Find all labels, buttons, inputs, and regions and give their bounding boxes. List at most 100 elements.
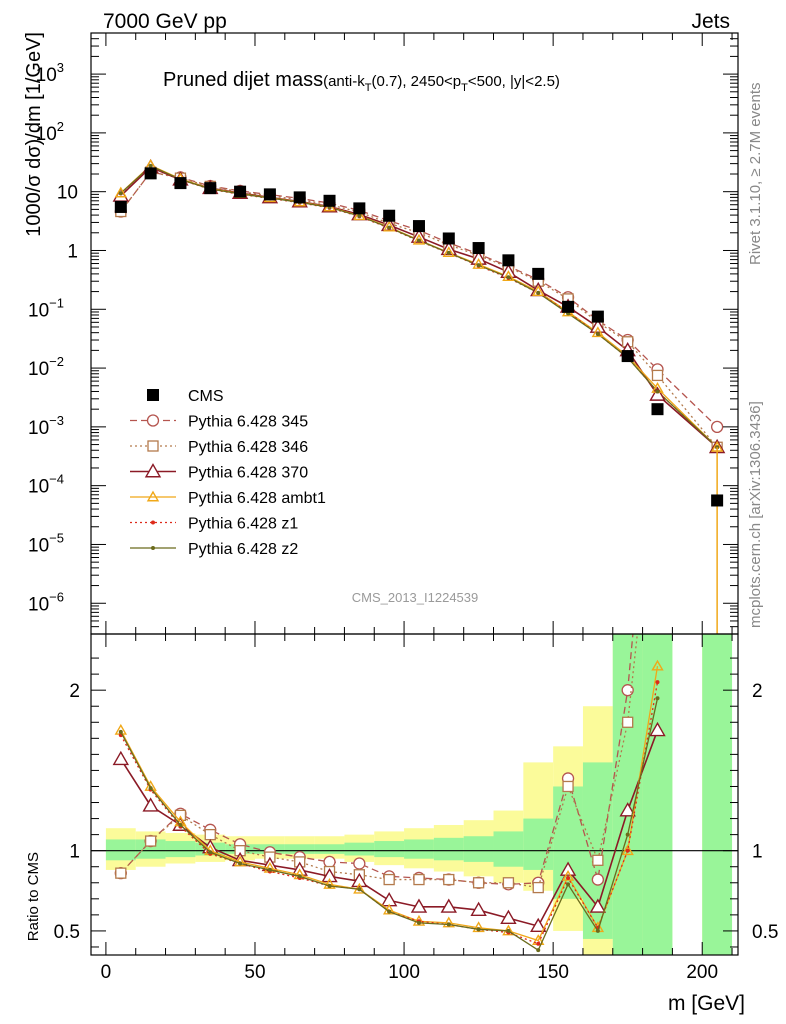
point-ratio-z2-4 xyxy=(238,861,243,866)
legend-marker-p346 xyxy=(147,440,159,452)
point-main-z2-16 xyxy=(595,331,600,336)
y-tick-label-main-1: 10−5 xyxy=(28,530,64,556)
y-tick-label-exp-9: 3 xyxy=(57,60,64,75)
y-tick-label-ratio-right-0.5: 0.5 xyxy=(752,922,778,943)
legend-item-p370: Pythia 6.428 370 xyxy=(130,463,308,482)
point-ratio-z2-13 xyxy=(506,928,511,933)
point-ratio-ambt1-12 xyxy=(472,921,485,933)
point-ratio-p346-3 xyxy=(204,828,216,841)
band-inner-13 xyxy=(493,831,524,867)
point-main-ambt1-14 xyxy=(532,285,545,297)
legend-label-z1: Pythia 6.428 z1 xyxy=(188,516,298,533)
point-ratio-ambt1-15 xyxy=(561,869,575,881)
legend-item-cms: CMS xyxy=(147,388,224,405)
point-ratio-p346-9 xyxy=(383,873,395,886)
point-ratio-z2-9 xyxy=(387,909,392,914)
point-ratio-p370-10 xyxy=(410,898,428,913)
y-tick-label-main-5: 10−1 xyxy=(28,295,64,321)
point-ratio-z1-14 xyxy=(536,941,541,946)
y-tick-label-exp-8: 2 xyxy=(57,119,64,134)
point-main-cms-2 xyxy=(174,177,187,190)
band-inner-9 xyxy=(374,841,405,858)
band-inner-7 xyxy=(314,844,345,854)
point-ratio-z2-0 xyxy=(118,729,123,734)
point-main-z2-8 xyxy=(357,214,362,219)
point-ratio-ambt1-7 xyxy=(323,877,336,889)
y-tick-label-ratio-0.5: 0.5 xyxy=(54,922,80,943)
watermark: CMS_2013_I1224539 xyxy=(352,590,479,605)
point-ratio-z2-16 xyxy=(595,928,600,933)
y-axis-label-main: 1000/σ dσ)/dm [1/GeV] xyxy=(23,32,45,237)
y-tick-label-base-9: 10 xyxy=(36,65,57,86)
point-ratio-p345-16 xyxy=(591,873,605,886)
point-main-ambt1-8 xyxy=(353,209,366,221)
legend-marker-p345 xyxy=(146,414,160,427)
point-main-ambt1-0 xyxy=(114,186,128,198)
point-main-ambt1-10 xyxy=(412,233,426,245)
point-ratio-z2-14 xyxy=(536,948,541,953)
y-tick-label-exp-2: −4 xyxy=(49,472,64,487)
point-main-cms-19 xyxy=(711,494,724,507)
y-tick-label-main-8: 102 xyxy=(36,119,64,145)
band-inner-2 xyxy=(165,841,196,858)
point-main-z2-12 xyxy=(476,263,481,268)
header-right: Jets xyxy=(691,10,730,33)
point-ratio-z2-1 xyxy=(148,786,153,791)
legend-label-cms: CMS xyxy=(188,388,224,405)
band-inner-6 xyxy=(284,844,315,854)
x-tick-label-200: 200 xyxy=(686,962,718,983)
x-tick-label-50: 50 xyxy=(244,962,265,983)
legend-label-z2: Pythia 6.428 z2 xyxy=(188,541,298,558)
point-main-cms-8 xyxy=(353,202,366,215)
point-ratio-z1-15 xyxy=(566,875,571,880)
plot-title: Pruned dijet mass(anti-kT(0.7), 2450<pT<… xyxy=(163,69,560,94)
y-tick-label-base-2: 10 xyxy=(28,477,49,498)
legend-marker-p370 xyxy=(144,463,162,478)
y-tick-label-exp-3: −3 xyxy=(49,413,64,428)
title-sub-sub1: T xyxy=(365,82,372,94)
y-tick-label-base-4: 10 xyxy=(28,359,49,380)
point-main-p346-18 xyxy=(651,369,664,382)
title-main: Pruned dijet mass xyxy=(163,69,323,91)
point-main-cms-3 xyxy=(204,182,217,195)
point-main-cms-15 xyxy=(562,300,575,313)
point-ratio-p346-15 xyxy=(562,780,574,793)
legend-label-p370: Pythia 6.428 370 xyxy=(188,465,308,482)
band-inner-8 xyxy=(344,842,375,856)
point-ratio-p346-0 xyxy=(115,867,127,879)
x-axis-label: m [GeV] xyxy=(668,992,745,1015)
point-main-cms-0 xyxy=(114,200,127,213)
point-ratio-z2-6 xyxy=(297,874,302,879)
legend-marker-cms xyxy=(147,389,159,401)
point-ratio-p346-1 xyxy=(144,835,157,847)
point-main-cms-10 xyxy=(412,220,425,233)
band-inner-11 xyxy=(433,837,464,861)
y-tick-label-main-3: 10−3 xyxy=(28,413,64,439)
y-axis-label-ratio: Ratio to CMS xyxy=(25,852,42,941)
legend-item-p346: Pythia 6.428 346 xyxy=(130,439,308,456)
point-ratio-p370-13 xyxy=(500,909,517,925)
y-tick-label-main-9: 103 xyxy=(36,60,64,86)
legend-marker-z2 xyxy=(151,546,155,550)
point-main-cms-11 xyxy=(442,232,455,245)
main-series-clipped xyxy=(112,158,726,634)
legend-label-p345: Pythia 6.428 345 xyxy=(188,414,308,431)
point-main-ambt1-12 xyxy=(472,257,485,269)
legend-item-ambt1: Pythia 6.428 ambt1 xyxy=(130,490,326,507)
point-main-p345-19 xyxy=(710,420,724,434)
y-tick-label-base-3: 10 xyxy=(28,418,49,439)
band-inner-0 xyxy=(105,839,136,861)
y-tick-label-main-4: 10−2 xyxy=(28,354,64,380)
legend-item-z1: Pythia 6.428 z1 xyxy=(130,516,298,533)
point-main-cms-6 xyxy=(293,191,306,204)
ratio-series-clipped xyxy=(112,634,666,953)
point-main-z2-9 xyxy=(387,225,392,230)
point-ratio-z2-10 xyxy=(416,920,421,925)
point-main-cms-18 xyxy=(651,403,664,416)
point-main-z2-14 xyxy=(536,290,541,295)
band-inner-1 xyxy=(135,839,166,859)
point-ratio-ambt1-17 xyxy=(621,844,634,856)
x-tick-label-150: 150 xyxy=(537,962,569,983)
point-main-z2-11 xyxy=(446,250,451,255)
